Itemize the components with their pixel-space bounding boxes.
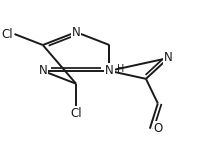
Text: H: H bbox=[117, 64, 125, 74]
Text: N: N bbox=[72, 26, 81, 39]
Text: Cl: Cl bbox=[70, 107, 82, 120]
Text: N: N bbox=[105, 64, 114, 77]
Text: O: O bbox=[154, 122, 163, 135]
Text: N: N bbox=[38, 64, 47, 77]
Text: Cl: Cl bbox=[2, 27, 13, 41]
Text: N: N bbox=[164, 51, 173, 64]
